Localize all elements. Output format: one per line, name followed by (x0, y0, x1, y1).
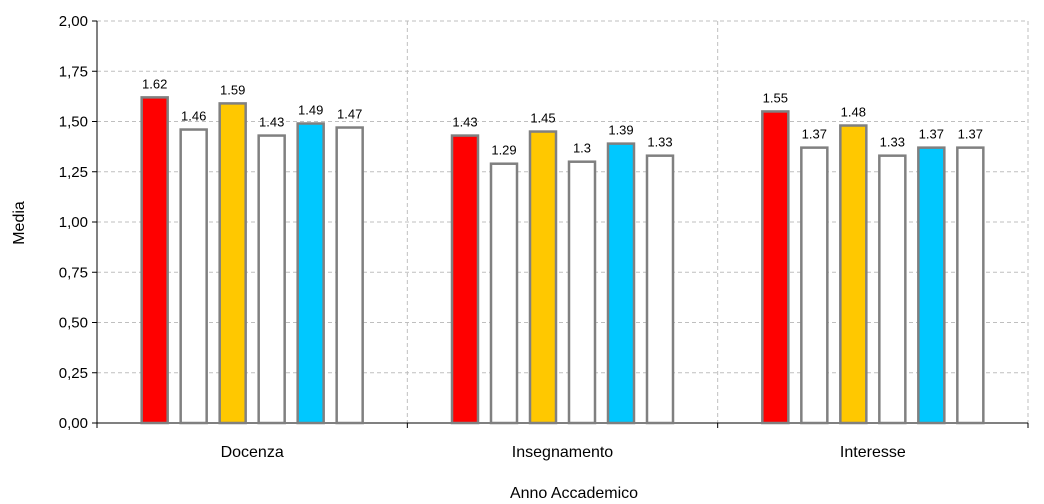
bar-docenza-series-3 (218, 102, 247, 425)
bar-insegnamento-series-3 (528, 130, 558, 425)
y-tick-label: 0,25 (59, 365, 88, 382)
x-category-label: Interesse (840, 444, 906, 461)
data-label: 1.48 (841, 105, 866, 120)
bar-interesse-series-5 (917, 146, 946, 425)
axes (92, 20, 1029, 428)
data-label: 1.3 (573, 141, 591, 156)
bar-interesse-series-3 (839, 124, 868, 425)
data-label: 1.43 (452, 115, 477, 130)
bar-insegnamento-series-6 (645, 154, 675, 425)
data-label: 1.37 (802, 127, 827, 142)
x-axis-title: Anno Accademico (510, 485, 638, 502)
bar-insegnamento-series-4 (567, 160, 597, 425)
y-tick-label: 2,00 (59, 13, 88, 30)
x-category-label: Docenza (221, 444, 284, 461)
data-label: 1.49 (298, 103, 323, 118)
y-tick-label: 0,00 (59, 415, 88, 432)
data-label: 1.37 (919, 127, 944, 142)
data-label: 1.47 (337, 107, 362, 122)
y-tick-labels: 0,00 0,25 0,50 0,75 1,00 1,25 1,50 1,75 2,00 (59, 13, 88, 432)
bar-docenza-series-4 (257, 134, 286, 425)
bar-insegnamento-series-2 (489, 162, 519, 425)
y-axis-title: Media (11, 201, 28, 245)
y-tick-label: 1,00 (59, 214, 88, 231)
bar-interesse-series-6 (956, 146, 985, 425)
bar-docenza-series-1 (140, 96, 169, 425)
data-label: 1.59 (220, 82, 245, 97)
data-label: 1.62 (142, 76, 167, 91)
data-label: 1.29 (491, 143, 516, 158)
y-tick-label: 1,25 (59, 164, 88, 181)
value-labels: 1.62 1.46 1.59 1.43 1.49 1.47 1.43 1.29 1.45 1.3 1… (142, 76, 983, 157)
y-tick-label: 1,50 (59, 114, 88, 131)
bar-docenza-series-6 (335, 126, 364, 425)
data-label: 1.33 (647, 135, 672, 150)
bar-interesse-series-1 (761, 110, 790, 425)
y-tick-label: 0,50 (59, 315, 88, 332)
data-label: 1.39 (608, 123, 633, 138)
data-label: 1.33 (880, 135, 905, 150)
data-label: 1.55 (763, 90, 788, 105)
y-tick-label: 1,75 (59, 63, 88, 80)
bar-interesse-series-2 (800, 146, 829, 425)
x-category-labels: Docenza Insegnamento Interesse (221, 444, 906, 461)
bar-docenza-series-5 (296, 122, 325, 425)
bars (140, 96, 985, 425)
grid-lines (97, 20, 1029, 423)
bar-interesse-series-4 (878, 154, 907, 425)
y-tick-label: 0,75 (59, 264, 88, 281)
data-label: 1.45 (530, 111, 555, 126)
bar-docenza-series-2 (179, 128, 208, 425)
bar-insegnamento-series-5 (606, 142, 636, 425)
bar-insegnamento-series-1 (450, 134, 480, 425)
data-label: 1.43 (259, 115, 284, 130)
data-label: 1.46 (181, 109, 206, 124)
x-category-label: Insegnamento (512, 444, 614, 461)
data-label: 1.37 (958, 127, 983, 142)
